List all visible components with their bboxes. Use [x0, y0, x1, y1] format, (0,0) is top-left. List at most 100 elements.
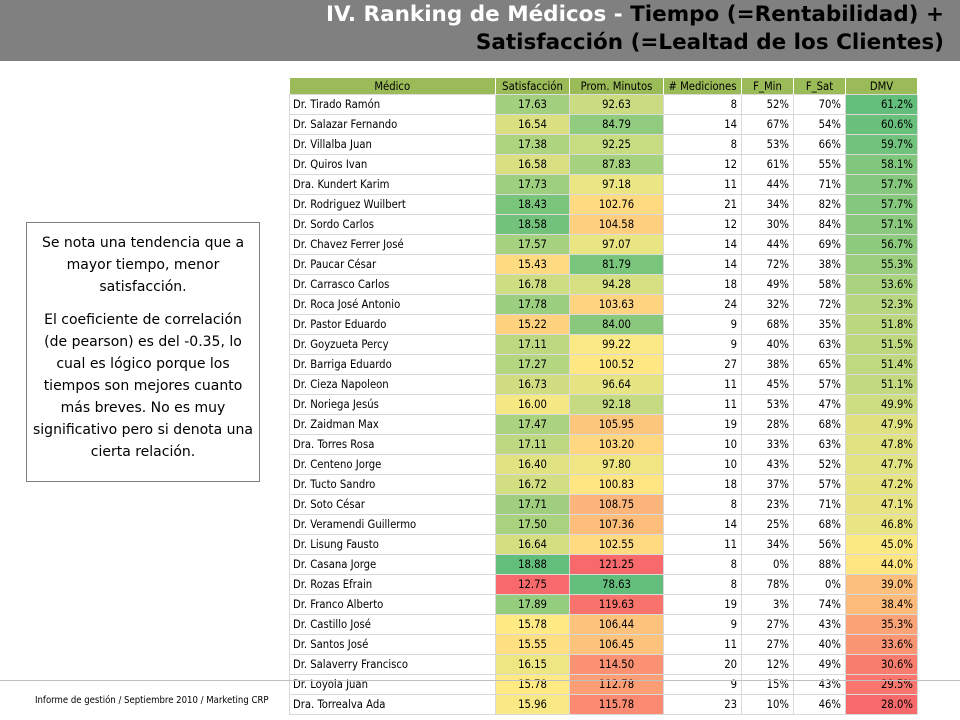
- cell-mediciones: 19: [663, 594, 742, 615]
- cell-medico: Dr. Lisung Fausto: [289, 534, 496, 555]
- cell-medico: Dr. Quiros Ivan: [289, 154, 496, 175]
- cell-prom-minutos: 108.75: [569, 494, 664, 515]
- header-prom-minutos: Prom. Minutos: [569, 78, 664, 95]
- header-f-sat: F_Sat: [793, 78, 846, 95]
- cell-f-min: 40%: [741, 334, 794, 355]
- cell-mediciones: 11: [663, 174, 742, 195]
- cell-satisfaccion: 17.50: [495, 514, 570, 535]
- cell-prom-minutos: 94.28: [569, 274, 664, 295]
- cell-f-min: 12%: [741, 654, 794, 675]
- cell-f-min: 34%: [741, 534, 794, 555]
- cell-f-sat: 58%: [793, 274, 846, 295]
- cell-f-sat: 88%: [793, 554, 846, 575]
- cell-dmv: 35.3%: [845, 614, 918, 635]
- header-mediciones: # Mediciones: [663, 78, 742, 95]
- cell-medico: Dr. Veramendi Guillermo: [289, 514, 496, 535]
- cell-medico: Dr. Tucto Sandro: [289, 474, 496, 495]
- cell-f-sat: 82%: [793, 194, 846, 215]
- table-row: Dr. Rozas Efrain 12.75 78.63 8 78% 0% 39.0%: [289, 574, 918, 595]
- cell-prom-minutos: 119.63: [569, 594, 664, 615]
- cell-prom-minutos: 100.52: [569, 354, 664, 375]
- cell-f-min: 67%: [741, 114, 794, 135]
- cell-medico: Dr. Salaverry Francisco: [289, 654, 496, 675]
- table-row: Dr. Quiros Ivan 16.58 87.83 12 61% 55% 58.1%: [289, 154, 918, 175]
- cell-f-min: 53%: [741, 134, 794, 155]
- cell-prom-minutos: 97.07: [569, 234, 664, 255]
- cell-satisfaccion: 17.11: [495, 334, 570, 355]
- cell-mediciones: 18: [663, 474, 742, 495]
- cell-f-sat: 84%: [793, 214, 846, 235]
- cell-prom-minutos: 114.50: [569, 654, 664, 675]
- table-row: Dr. Loyola Juan 15.78 112.78 9 15% 43% 29.5%: [289, 674, 918, 695]
- cell-f-sat: 57%: [793, 474, 846, 495]
- cell-f-min: 52%: [741, 94, 794, 115]
- cell-f-sat: 57%: [793, 374, 846, 395]
- table-row: Dr. Salaverry Francisco 16.15 114.50 20 12% 4…: [289, 654, 918, 675]
- cell-f-sat: 70%: [793, 94, 846, 115]
- cell-f-sat: 71%: [793, 494, 846, 515]
- cell-satisfaccion: 16.54: [495, 114, 570, 135]
- cell-mediciones: 9: [663, 334, 742, 355]
- table-row: Dr. Salazar Fernando 16.54 84.79 14 67% 54% 60…: [289, 114, 918, 135]
- title-part2: Tiempo (=Rentabilidad) +: [630, 2, 944, 27]
- cell-f-sat: 69%: [793, 234, 846, 255]
- cell-satisfaccion: 16.73: [495, 374, 570, 395]
- cell-satisfaccion: 17.71: [495, 494, 570, 515]
- cell-prom-minutos: 81.79: [569, 254, 664, 275]
- cell-f-sat: 54%: [793, 114, 846, 135]
- cell-prom-minutos: 103.63: [569, 294, 664, 315]
- cell-mediciones: 20: [663, 654, 742, 675]
- cell-f-sat: 49%: [793, 654, 846, 675]
- cell-dmv: 46.8%: [845, 514, 918, 535]
- table-row: Dra. Torrealva Ada 15.96 115.78 23 10% 46% 28.…: [289, 694, 918, 715]
- cell-medico: Dr. Villalba Juan: [289, 134, 496, 155]
- cell-prom-minutos: 92.18: [569, 394, 664, 415]
- cell-mediciones: 11: [663, 394, 742, 415]
- cell-dmv: 51.8%: [845, 314, 918, 335]
- cell-medico: Dr. Goyzueta Percy: [289, 334, 496, 355]
- table-row: Dra. Torres Rosa 17.11 103.20 10 33% 63% 47.8%: [289, 434, 918, 455]
- cell-satisfaccion: 15.22: [495, 314, 570, 335]
- cell-f-min: 15%: [741, 674, 794, 695]
- cell-prom-minutos: 96.64: [569, 374, 664, 395]
- cell-f-min: 27%: [741, 614, 794, 635]
- cell-f-min: 10%: [741, 694, 794, 715]
- table-row: Dr. Lisung Fausto 16.64 102.55 11 34% 56% 45.0…: [289, 534, 918, 555]
- cell-medico: Dr. Barriga Eduardo: [289, 354, 496, 375]
- cell-prom-minutos: 99.22: [569, 334, 664, 355]
- header-bar: IV. Ranking de Médicos - Tiempo (=Rentab…: [0, 0, 960, 61]
- cell-f-min: 27%: [741, 634, 794, 655]
- cell-medico: Dr. Zaidman Max: [289, 414, 496, 435]
- cell-prom-minutos: 87.83: [569, 154, 664, 175]
- cell-dmv: 47.9%: [845, 414, 918, 435]
- cell-dmv: 57.7%: [845, 174, 918, 195]
- cell-prom-minutos: 102.55: [569, 534, 664, 555]
- cell-f-sat: 35%: [793, 314, 846, 335]
- cell-medico: Dr. Franco Alberto: [289, 594, 496, 615]
- cell-satisfaccion: 18.43: [495, 194, 570, 215]
- cell-f-sat: 43%: [793, 614, 846, 635]
- title-line2: Satisfacción (=Lealtad de los Clientes): [475, 30, 944, 55]
- cell-dmv: 28.0%: [845, 694, 918, 715]
- cell-satisfaccion: 16.15: [495, 654, 570, 675]
- cell-f-min: 28%: [741, 414, 794, 435]
- cell-satisfaccion: 17.11: [495, 434, 570, 455]
- cell-mediciones: 19: [663, 414, 742, 435]
- cell-f-min: 37%: [741, 474, 794, 495]
- table-row: Dra. Kundert Karim 17.73 97.18 11 44% 71% 57.7…: [289, 174, 918, 195]
- cell-prom-minutos: 104.58: [569, 214, 664, 235]
- cell-mediciones: 8: [663, 134, 742, 155]
- cell-f-sat: 40%: [793, 634, 846, 655]
- cell-f-sat: 46%: [793, 694, 846, 715]
- ranking-table: Médico Satisfacción Prom. Minutos # Medi…: [289, 78, 918, 715]
- cell-prom-minutos: 97.18: [569, 174, 664, 195]
- table-row: Dr. Veramendi Guillermo 17.50 107.36 14 25% 6…: [289, 514, 918, 535]
- cell-prom-minutos: 103.20: [569, 434, 664, 455]
- table-row: Dr. Roca José Antonio 17.78 103.63 24 32% 72%…: [289, 294, 918, 315]
- cell-f-sat: 72%: [793, 294, 846, 315]
- cell-satisfaccion: 16.64: [495, 534, 570, 555]
- cell-f-sat: 52%: [793, 454, 846, 475]
- cell-prom-minutos: 106.44: [569, 614, 664, 635]
- footer-text: Informe de gestión / Septiembre 2010 / M…: [35, 695, 269, 706]
- note-paragraph-2: El coeficiente de correlación (de pearso…: [33, 312, 253, 460]
